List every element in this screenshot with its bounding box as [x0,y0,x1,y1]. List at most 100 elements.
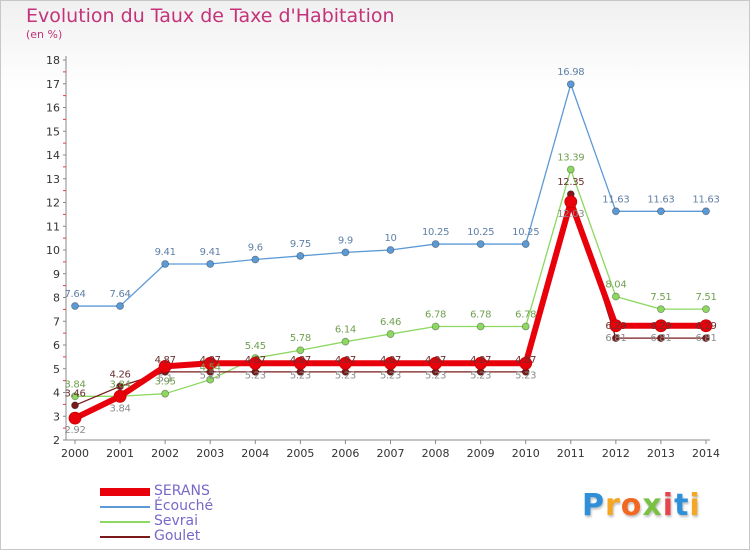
y-tick-label: 3 [53,410,60,423]
logo-letter: i [662,488,675,523]
data-point [384,356,397,370]
data-label: 5.1 [158,373,173,384]
data-point [564,195,578,209]
data-label: 10 [384,233,396,244]
y-tick-label: 13 [46,173,60,186]
data-label: 5.78 [290,333,311,344]
y-tick-label: 11 [46,220,60,233]
data-point [339,356,352,370]
data-label: 7.51 [695,292,716,303]
legend-swatch [100,521,150,523]
data-label: 4.87 [245,355,266,366]
data-label: 12.03 [557,209,584,220]
data-point [161,389,170,398]
data-label: 6.29 [650,321,671,332]
data-label: 4.54 [200,363,221,374]
data-point [296,252,305,260]
data-point [203,356,217,370]
x-tick-label: 2009 [467,447,495,460]
legend-swatch [100,488,150,496]
data-point [386,330,395,338]
data-label: 5.23 [425,370,446,381]
x-tick-label: 2013 [647,447,675,460]
x-tick-label: 2007 [377,447,405,460]
data-label: 4.87 [425,355,446,366]
series-ecouche [71,80,710,310]
y-tick-label: 6 [53,339,60,352]
data-label: 6.78 [425,309,446,320]
data-label: 4.87 [380,355,401,366]
data-label: 4.87 [200,355,221,366]
data-point [657,334,665,343]
data-point [609,319,623,333]
data-point [431,240,440,248]
data-point [158,359,172,373]
data-label: 3.46 [64,388,85,399]
logo-letter: i [689,488,701,523]
x-tick-label: 2012 [602,447,630,460]
data-label: 11.63 [602,194,629,205]
data-point [431,322,440,331]
chart-unit: (en %) [26,28,63,41]
data-label: 6.81 [605,333,626,344]
y-tick-label: 8 [53,292,60,305]
x-tick-label: 2006 [331,447,359,460]
x-tick-label: 2011 [557,447,585,460]
x-tick-label: 2002 [151,447,179,460]
data-label: 3.95 [155,377,176,388]
data-point [161,260,170,268]
data-point [657,305,665,314]
x-tick-label: 2010 [512,447,540,460]
y-tick-label: 17 [46,78,60,91]
x-tick-label: 2008 [422,447,450,460]
data-label: 4.87 [155,355,176,366]
data-point [702,305,710,314]
data-label: 6.29 [605,321,626,332]
y-tick-label: 16 [46,102,60,115]
data-label: 12.35 [557,177,584,188]
data-label: 7.51 [650,292,671,303]
data-point [476,240,485,248]
data-label: 6.78 [470,309,491,320]
data-label: 3.84 [110,403,131,414]
data-point [657,207,665,216]
series-sevrai [71,165,710,401]
logo-letter: t [674,488,690,523]
data-label: 7.64 [64,289,85,300]
data-point [521,240,530,248]
data-point [296,346,305,355]
data-label: 6.81 [650,333,671,344]
data-label: 9.41 [155,247,176,258]
data-label: 16.98 [557,67,584,78]
data-point [293,356,307,370]
data-point [566,165,575,174]
data-label: 5.23 [335,370,356,381]
data-label: 5.45 [245,341,266,352]
series-serans [68,195,713,425]
legend-swatch [100,506,150,508]
legend-label: Écouché [154,498,214,514]
data-point [251,255,260,264]
data-label: 7.64 [110,289,131,300]
data-label: 5.23 [290,370,311,381]
data-point [206,375,215,384]
y-tick-label: 15 [46,125,60,138]
x-tick-label: 2005 [286,447,314,460]
x-tick-label: 2003 [196,447,224,460]
legend-label: Goulet [154,528,201,544]
data-point [474,356,488,370]
y-tick-label: 14 [46,149,60,162]
y-tick-label: 18 [46,54,60,67]
data-point [206,260,215,268]
data-label: 9.75 [290,239,311,250]
data-label: 2.92 [64,425,85,436]
logo-letter: x [642,488,663,523]
data-point [116,302,124,310]
data-label: 4.87 [335,355,356,366]
data-point [113,389,127,403]
y-tick-label: 4 [53,387,60,400]
data-point [71,401,79,410]
x-tick-label: 2014 [692,447,720,460]
proxiti-logo: Proxiti [582,488,701,523]
